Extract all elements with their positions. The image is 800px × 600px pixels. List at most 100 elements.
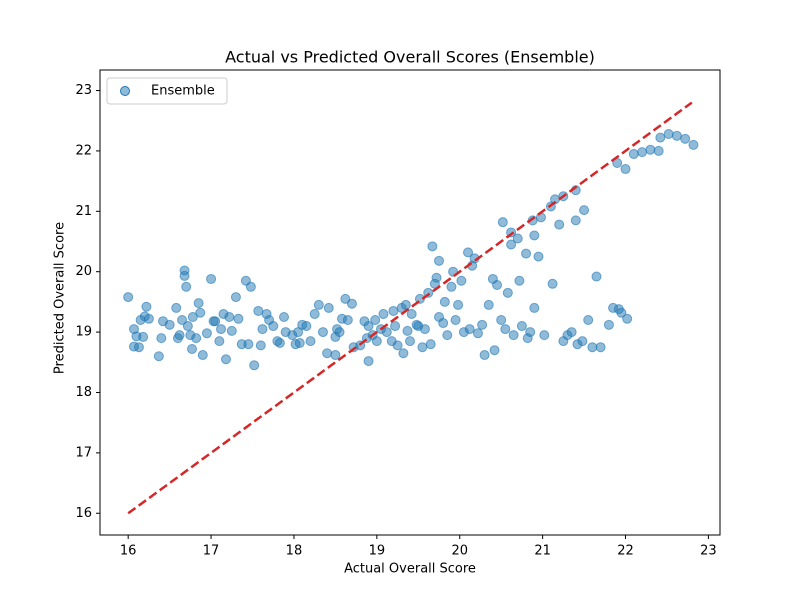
scatter-point <box>680 133 691 144</box>
scatter-point <box>645 144 656 155</box>
scatter-point <box>301 321 312 332</box>
scatter-point <box>334 327 345 338</box>
x-tick-label: 17 <box>203 544 220 559</box>
scatter-point <box>268 321 279 332</box>
scatter-point <box>233 313 244 324</box>
scatter-point <box>195 307 206 318</box>
scatter-point <box>456 275 467 286</box>
scatter-point <box>294 337 305 348</box>
scatter-point <box>446 281 457 292</box>
scatter-point <box>171 302 182 313</box>
scatter-point <box>508 330 519 341</box>
reference-line <box>127 101 693 515</box>
scatter-point <box>506 239 517 250</box>
y-tick-label: 22 <box>75 143 92 158</box>
scatter-point <box>164 319 175 330</box>
scatter-point <box>187 344 198 354</box>
scatter-point <box>591 271 602 282</box>
scatter-point <box>174 330 185 341</box>
x-tick-label: 16 <box>120 544 137 559</box>
scatter-point <box>363 321 374 332</box>
scatter-point <box>653 145 664 156</box>
scatter-point <box>463 247 474 258</box>
scatter-point <box>245 281 256 292</box>
scatter-point <box>453 299 464 310</box>
scatter-point <box>216 324 227 335</box>
scatter-point <box>628 148 639 159</box>
scatter-point <box>671 130 682 141</box>
y-tick-label: 17 <box>75 445 92 460</box>
scatter-point <box>197 350 208 361</box>
scatter-point <box>388 305 399 316</box>
scatter-point <box>313 299 324 310</box>
scatter-point <box>620 164 631 175</box>
scatter-point <box>305 336 316 347</box>
y-tick-label: 18 <box>75 385 92 400</box>
scatter-point <box>663 129 674 140</box>
scatter-point <box>179 270 190 281</box>
scatter-point <box>434 255 445 266</box>
scatter-point <box>156 333 167 344</box>
scatter-point <box>177 315 188 326</box>
scatter-point <box>210 316 221 327</box>
scatter-point <box>512 233 523 244</box>
plot-frame <box>99 69 721 536</box>
scatter-point <box>398 348 409 359</box>
scatter-point <box>438 318 449 329</box>
scatter-point <box>587 342 598 353</box>
scatter-point <box>477 319 488 330</box>
scatter-point <box>479 350 490 361</box>
scatter-point <box>431 272 442 283</box>
scatter-point <box>405 336 415 347</box>
scatter-point <box>274 337 285 348</box>
scatter-point <box>181 281 192 292</box>
scatter-point <box>529 302 540 313</box>
scatter-point <box>206 273 217 284</box>
scatter-point <box>595 342 606 353</box>
scatter-point <box>655 132 666 143</box>
scatter-point <box>406 308 417 319</box>
scatter-point <box>492 279 503 290</box>
scatter-point <box>514 275 525 286</box>
scatter-point <box>554 219 565 230</box>
y-tick-label: 21 <box>75 204 92 219</box>
scatter-point <box>371 336 382 347</box>
scatter-point <box>253 305 264 316</box>
scatter-point <box>525 327 536 338</box>
scatter-point <box>622 313 633 324</box>
scatter-point <box>402 325 413 336</box>
scatter-point <box>450 315 461 326</box>
y-tick-label: 23 <box>75 83 92 98</box>
scatter-point <box>309 308 320 319</box>
y-tick-label: 19 <box>75 325 92 340</box>
scatter-point <box>566 327 577 338</box>
scatter-point <box>191 333 202 344</box>
scatter-point <box>417 342 428 353</box>
scatter-point <box>688 139 699 150</box>
scatter-point <box>220 354 231 365</box>
scatter-point <box>390 321 401 332</box>
scatter-point <box>363 356 374 367</box>
x-tick-label: 23 <box>700 544 717 559</box>
scatter-point <box>255 340 266 351</box>
scatter-point <box>279 311 290 322</box>
scatter-point <box>547 278 558 289</box>
scatter-point <box>249 360 260 371</box>
x-tick-label: 18 <box>286 544 303 559</box>
scatter-point <box>637 147 648 158</box>
scatter-point <box>570 215 581 226</box>
scatter-point <box>182 321 193 332</box>
x-tick-label: 19 <box>369 544 386 559</box>
scatter-point <box>616 307 627 318</box>
scatter-point <box>123 292 134 303</box>
scatter-point <box>342 315 353 326</box>
scatter-point <box>516 321 527 332</box>
scatter-point <box>439 296 450 307</box>
scatter-point <box>533 251 544 262</box>
scatter-point <box>579 205 590 216</box>
scatter-point <box>583 315 594 326</box>
scatter-point <box>340 293 351 304</box>
scatter-point <box>330 350 341 361</box>
scatter-point <box>500 324 511 335</box>
